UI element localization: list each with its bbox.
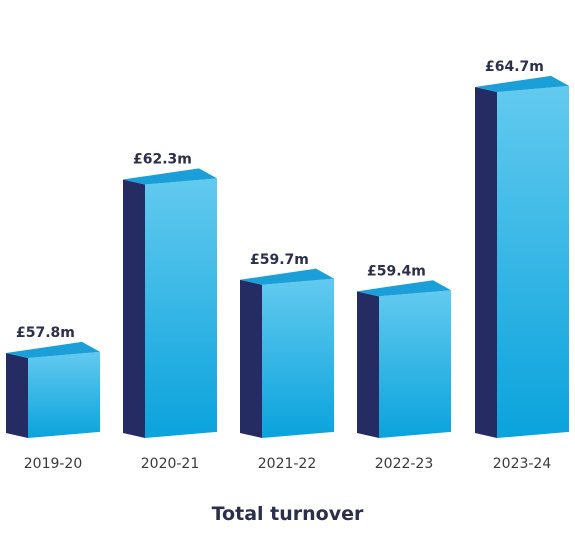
x-tick-label: 2019-20 [24,456,83,472]
bar-2019-20 [6,341,100,438]
bar-top-face [6,341,100,358]
bar-2020-21 [123,168,217,439]
x-tick-label: 2020-21 [141,456,200,472]
bar-top-face [357,280,451,297]
bar-side-face [357,291,379,438]
x-axis-tick-labels: 2019-20 2020-21 2021-22 2022-23 2023-24 [24,456,552,472]
value-label: £64.7m [485,59,544,75]
value-label: £59.7m [250,252,309,268]
bars-group [6,75,569,439]
bar-front-face [379,290,451,438]
x-tick-label: 2022-23 [375,456,434,472]
value-labels-group: £57.8m £62.3m £59.7m £59.4m £64.7m [16,59,544,341]
bar-2022-23 [357,280,451,438]
chart-title: Total turnover [211,503,364,525]
value-label: £59.4m [367,263,426,279]
bar-side-face [6,353,28,438]
value-label: £62.3m [133,152,192,168]
bar-side-face [475,87,497,438]
bar-top-face [123,168,217,185]
bar-2023-24 [475,75,569,438]
bar-top-face [240,268,334,285]
bar-side-face [123,179,145,439]
x-tick-label: 2021-22 [258,456,317,472]
bar-front-face [28,351,100,438]
bar-front-face [497,85,569,438]
bar-front-face [145,178,217,438]
bar-front-face [262,278,334,438]
x-tick-label: 2023-24 [493,456,552,472]
value-label: £57.8m [16,325,75,341]
bar-2021-22 [240,268,334,438]
bar-top-face [475,75,569,92]
bar-side-face [240,279,262,438]
